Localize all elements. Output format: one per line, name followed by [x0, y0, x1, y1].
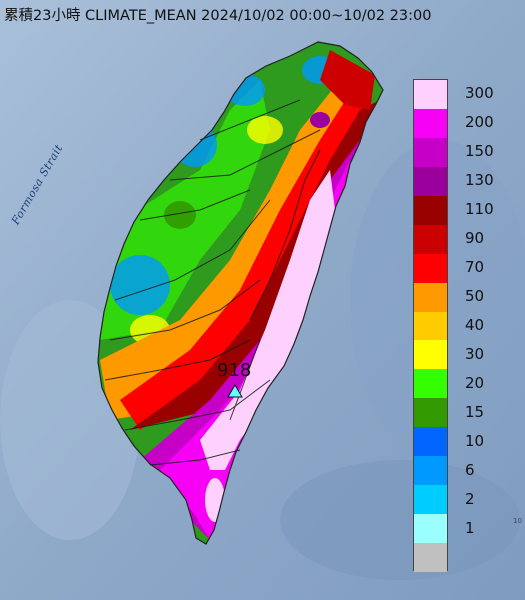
max-station-triangle-icon — [227, 384, 243, 398]
legend-label: 70 — [465, 258, 485, 277]
legend-swatch — [414, 108, 447, 138]
legend-swatch — [414, 369, 447, 399]
sea-relief — [280, 460, 520, 580]
legend-label: 15 — [465, 402, 485, 421]
legend-swatch — [414, 195, 447, 225]
legend-label: 6 — [465, 460, 475, 479]
legend-label: 10 — [465, 431, 485, 450]
legend-label: 1 — [465, 518, 475, 537]
legend-label: 90 — [465, 229, 485, 248]
legend-swatch — [414, 485, 447, 515]
legend-label: 40 — [465, 316, 485, 334]
legend-label: 130 — [465, 171, 494, 190]
legend-swatch — [414, 166, 447, 196]
legend-label: 2 — [465, 489, 475, 508]
legend-label: 50 — [465, 287, 485, 306]
legend-swatch — [414, 543, 447, 572]
legend-swatch — [414, 456, 447, 486]
map-title: 累積23小時 CLIMATE_MEAN 2024/10/02 00:00~10/… — [4, 8, 432, 24]
legend-swatch — [414, 398, 447, 428]
legend-swatch — [414, 514, 447, 543]
legend-swatch — [414, 282, 447, 312]
legend-label: 150 — [465, 142, 494, 161]
legend-label: 300 — [465, 84, 494, 103]
max-station-value: 918 — [217, 360, 252, 381]
legend-colorbar — [413, 79, 448, 572]
legend-swatch — [414, 80, 447, 109]
legend-swatch — [414, 340, 447, 370]
legend-swatch — [414, 253, 447, 283]
legend-label: 200 — [465, 113, 494, 132]
county-boundaries — [104, 99, 321, 466]
legend-swatch — [414, 311, 447, 341]
legend-swatch — [414, 427, 447, 457]
corner-mark: 10 — [513, 517, 522, 525]
legend-label: 30 — [465, 344, 485, 363]
legend-label: 110 — [465, 200, 494, 219]
legend-swatch — [414, 137, 447, 167]
legend-label: 20 — [465, 373, 485, 392]
legend-swatch — [414, 224, 447, 254]
